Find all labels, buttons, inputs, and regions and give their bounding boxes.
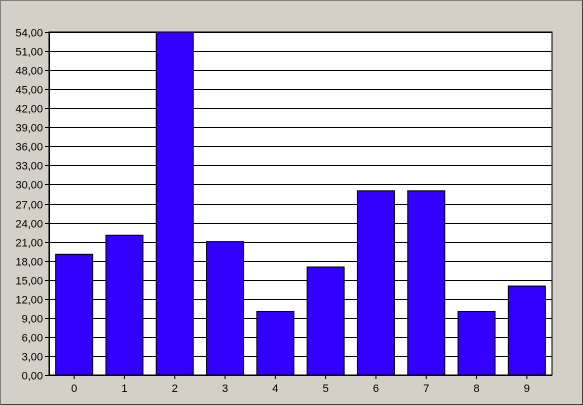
y-tick-label: 6,00	[22, 333, 43, 345]
x-tick-label: 4	[272, 383, 278, 395]
bar-9	[507, 285, 546, 376]
y-tick-label: 48,00	[15, 66, 43, 78]
y-tick-label: 54,00	[15, 28, 43, 40]
y-tick-label: 42,00	[15, 104, 43, 116]
x-tick-label: 2	[172, 383, 178, 395]
x-tick-label: 6	[373, 383, 379, 395]
bar-0	[55, 253, 94, 376]
bar-5	[306, 266, 345, 376]
x-axis-ticks: 0 1 2 3 4 5 6 7 8 9	[71, 375, 530, 395]
x-tick-label: 0	[71, 383, 77, 395]
x-tick-label: 9	[524, 383, 530, 395]
y-tick-label: 3,00	[22, 352, 43, 364]
y-tick-label: 18,00	[15, 257, 43, 269]
bar-8	[457, 310, 496, 376]
y-tick-label: 9,00	[22, 314, 43, 326]
y-axis-ticks: 0,00 3,00 6,00 9,00 12,00 15,00 18,00 21,00 24,0…	[15, 28, 49, 383]
y-tick-label: 0,00	[22, 371, 43, 383]
x-tick-label: 7	[423, 383, 429, 395]
bars	[55, 31, 546, 376]
bar-1	[105, 234, 144, 376]
y-tick-label: 33,00	[15, 161, 43, 173]
y-tick-label: 27,00	[15, 200, 43, 212]
bar-4	[256, 310, 295, 376]
x-tick-label: 5	[323, 383, 329, 395]
bar-6	[356, 190, 395, 376]
x-tick-label: 1	[121, 383, 127, 395]
bar-7	[407, 190, 446, 376]
y-tick-label: 24,00	[15, 219, 43, 231]
y-tick-label: 30,00	[15, 180, 43, 192]
y-tick-label: 45,00	[15, 85, 43, 97]
y-tick-label: 36,00	[15, 142, 43, 154]
y-tick-label: 39,00	[15, 123, 43, 135]
y-tick-label: 15,00	[15, 276, 43, 288]
bar-2	[155, 31, 194, 376]
bar-3	[206, 241, 245, 376]
y-tick-label: 51,00	[15, 47, 43, 59]
y-tick-label: 12,00	[15, 295, 43, 307]
x-tick-label: 8	[473, 383, 479, 395]
x-tick-label: 3	[222, 383, 228, 395]
y-tick-label: 21,00	[15, 238, 43, 250]
